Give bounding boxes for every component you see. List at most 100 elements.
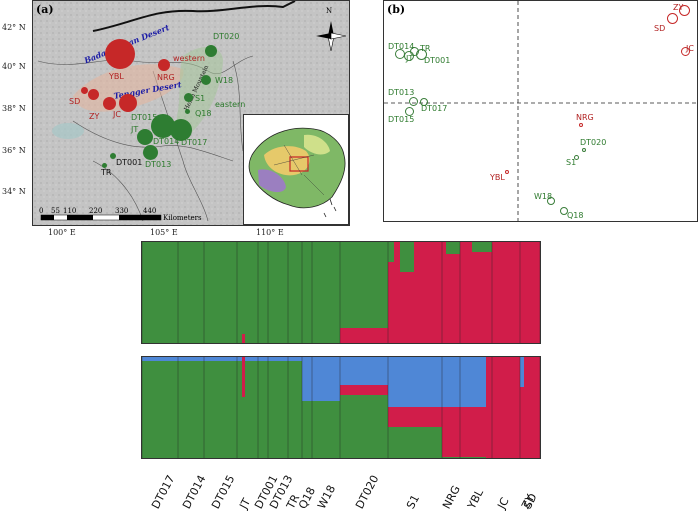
pca-axes	[384, 1, 697, 221]
lat-36: 36° N	[2, 146, 26, 155]
site-nrg-label: NRG	[157, 73, 175, 82]
structure-plot-k2	[141, 241, 541, 344]
site-zy-label: ZY	[89, 112, 100, 121]
k3-top-blue	[142, 357, 302, 361]
pca-label-w18: W18	[534, 192, 553, 201]
china-inset-map	[243, 114, 349, 225]
scale-220: 220	[89, 207, 103, 215]
scale-330: 330	[115, 207, 129, 215]
k2-ybl-green	[446, 242, 460, 254]
population-label-dt015: DT015	[209, 473, 238, 511]
k3-jt-red	[242, 357, 245, 397]
pca-label-tr: TR	[420, 44, 431, 53]
site-q18-dot	[185, 109, 190, 114]
pca-label-dt014: DT014	[388, 42, 415, 51]
pca-label-sd: SD	[654, 24, 666, 33]
north-label: N	[326, 7, 333, 15]
site-ybl-label: YBL	[109, 72, 124, 81]
k3-ybl-red	[442, 417, 486, 457]
population-label-w18: W18	[315, 483, 339, 511]
pca-point-w18	[547, 197, 555, 205]
map-terrain	[33, 1, 349, 225]
site-s1-dot	[184, 93, 193, 102]
k3-dt020-red	[340, 385, 388, 395]
k2-nrg-green	[388, 242, 394, 262]
panel-b-label: (b)	[387, 3, 406, 16]
site-s1-label: S1	[195, 94, 206, 103]
region-eastern: eastern	[215, 100, 246, 109]
structure-bars-k3	[142, 357, 540, 458]
k2-s1-red	[340, 328, 388, 343]
scale-55: 55	[51, 207, 60, 215]
pca-point-nrg	[579, 123, 583, 127]
population-label-ybl: YBL	[465, 486, 487, 511]
pca-label-dt017: DT017	[421, 104, 448, 113]
region-western: western	[173, 54, 205, 63]
pca-label-dt015: DT015	[388, 115, 415, 124]
pca-label-nrg: NRG	[576, 113, 594, 122]
pca-point-jc	[681, 47, 690, 56]
site-w18-label: W18	[215, 76, 234, 85]
lon-100: 100° E	[48, 228, 76, 237]
site-zy-dot	[103, 97, 116, 110]
pca-point-jt	[404, 51, 414, 61]
population-label-dt020: DT020	[353, 473, 382, 511]
pca-point-zy	[667, 13, 678, 24]
pca-label-ybl: YBL	[490, 173, 505, 182]
pca-point-dt017	[420, 98, 428, 106]
pca-point-ybl	[505, 170, 509, 174]
site-dt014-dot	[137, 129, 153, 145]
k2-nrg-green-2	[400, 242, 414, 272]
population-label-s1: S1	[404, 492, 423, 511]
site-tr-label: TR	[101, 168, 112, 177]
site-dt020-dot	[205, 45, 217, 57]
pca-label-dt001: DT001	[424, 56, 451, 65]
structure-plot-k3	[141, 356, 541, 459]
site-dt015-label: DT015	[131, 113, 158, 122]
site-w18-dot	[201, 75, 211, 85]
k3-q18-blue	[302, 357, 340, 401]
scale-110: 110	[63, 207, 77, 215]
site-sd-label: SD	[69, 97, 81, 106]
lat-34: 34° N	[2, 187, 26, 196]
structure-bars-k2	[142, 242, 540, 343]
site-dt013-label: DT013	[145, 160, 172, 169]
site-west-extra-dot	[81, 87, 88, 94]
lat-40: 40° N	[2, 62, 26, 71]
pca-point-zy-2	[679, 5, 690, 16]
k3-nrg-blue	[388, 357, 486, 407]
population-label-dt017: DT017	[149, 473, 178, 511]
site-dt001-dot	[110, 153, 116, 159]
pca-label-q18: Q18	[567, 211, 584, 220]
pca-label-dt020: DT020	[580, 138, 607, 147]
lat-42: 42° N	[2, 23, 26, 32]
scale-440: 440	[143, 207, 157, 215]
pca-scatter: (b) ZY SD JC NRG YBL DT014 TR JT DT001 D…	[383, 0, 698, 222]
lon-105: 105° E	[150, 228, 178, 237]
lat-38: 38° N	[2, 104, 26, 113]
pca-label-s1: S1	[566, 158, 577, 167]
panel-a-label: (a)	[36, 3, 54, 16]
site-jc-dot	[119, 94, 137, 112]
population-label-nrg: NRG	[440, 483, 463, 511]
k3-sd-blue	[520, 357, 524, 387]
pca-point-s1	[574, 155, 579, 160]
pca-point-q18	[560, 207, 568, 215]
site-dt001-label: DT001	[116, 158, 143, 167]
population-label-q18: Q18	[296, 484, 319, 511]
site-sd-dot	[88, 89, 99, 100]
site-q18-label: Q18	[195, 109, 212, 118]
pca-label-zy: ZY	[673, 3, 684, 12]
site-dt020-label: DT020	[213, 32, 240, 41]
site-ybl-dot	[105, 39, 135, 69]
pca-point-dt001	[410, 47, 419, 56]
site-nrg-dot	[158, 59, 170, 71]
site-dt017-label: DT017	[181, 138, 208, 147]
population-label-dt014: DT014	[180, 473, 209, 511]
k3-dt020-blue	[340, 357, 388, 385]
site-dt017-dot	[170, 119, 192, 141]
pca-point-dt020	[582, 148, 586, 152]
pca-point-dt013	[409, 97, 418, 106]
scale-0: 0	[39, 207, 44, 215]
site-jt-label: JT	[131, 125, 139, 134]
